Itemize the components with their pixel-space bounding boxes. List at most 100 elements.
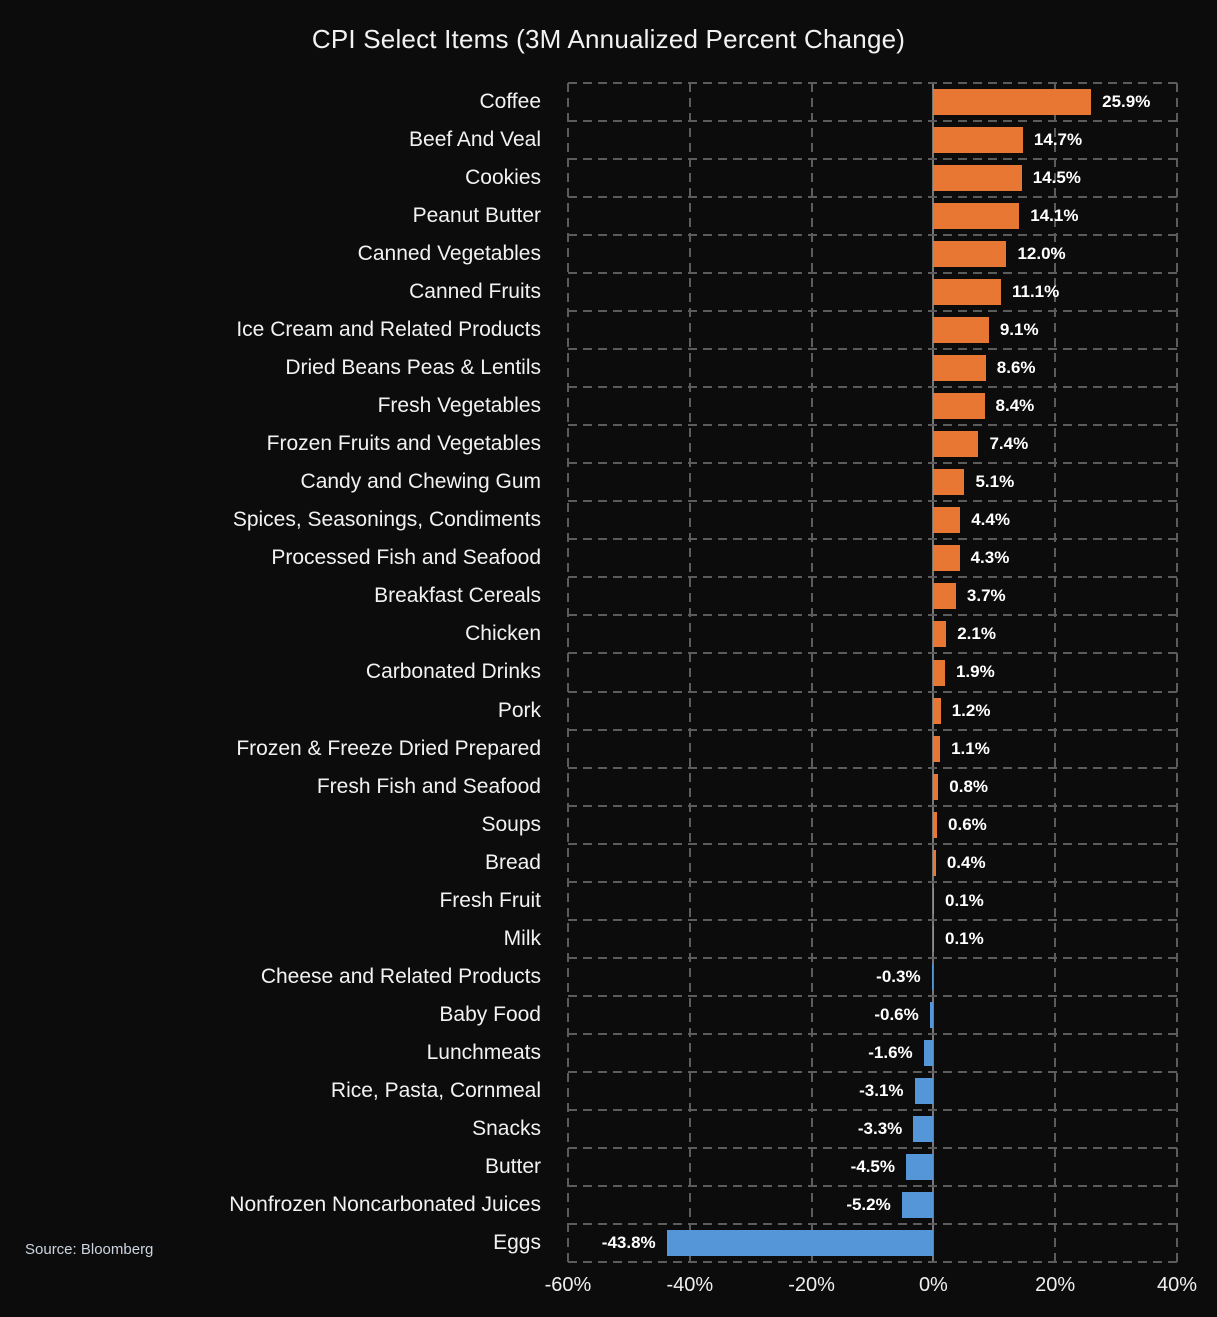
bar-canned-fruits [933, 279, 1001, 306]
horizontal-gridline [568, 766, 1177, 769]
bar-ice-cream-and-related-products [933, 317, 989, 344]
category-label: Fresh Vegetables [377, 394, 541, 418]
bar-milk [933, 925, 934, 952]
bar-frozen-freeze-dried-prepared [933, 735, 941, 762]
source-note: Source: Bloomberg [25, 1241, 154, 1258]
bar-cheese-and-related-products [931, 963, 934, 990]
category-label: Bread [484, 850, 541, 874]
x-axis-tick-label: 20% [1035, 1274, 1076, 1296]
bar-peanut-butter [933, 203, 1020, 230]
horizontal-gridline [568, 272, 1177, 275]
bar-fresh-fruit [933, 887, 934, 914]
horizontal-gridline [568, 1032, 1177, 1035]
value-label: -0.6% [874, 1004, 919, 1024]
horizontal-gridline [568, 120, 1177, 123]
category-label: Breakfast Cereals [374, 584, 541, 608]
value-label: 0.1% [945, 928, 984, 948]
value-label: 0.6% [948, 814, 987, 834]
horizontal-gridline [568, 842, 1177, 845]
category-label: Snacks [472, 1116, 541, 1140]
bar-fresh-fish-and-seafood [933, 773, 939, 800]
horizontal-gridline [568, 1070, 1177, 1073]
bar-butter [905, 1153, 934, 1180]
value-label: 14.5% [1032, 168, 1081, 188]
plot-area: 25.9% 14.7% 14.5% 14.1% 12.0% 11.1% 9.1% 8.6% 8.… [567, 82, 1178, 1263]
value-label: -5.2% [846, 1194, 891, 1214]
category-label: Coffee [479, 90, 542, 114]
bar-rice-pasta-cornmeal [914, 1077, 934, 1104]
value-label: 9.1% [999, 320, 1039, 340]
horizontal-gridline [568, 880, 1177, 883]
value-label: -43.8% [601, 1232, 656, 1252]
value-label: -0.3% [876, 966, 921, 986]
chart-title: CPI Select Items (3M Annualized Percent … [311, 24, 906, 54]
category-label: Peanut Butter [412, 204, 541, 228]
horizontal-gridline [568, 538, 1177, 541]
value-label: 14.7% [1033, 130, 1083, 150]
bar-canned-vegetables [933, 241, 1007, 268]
bar-beef-and-veal [933, 127, 1023, 154]
x-axis-tick-label: -40% [666, 1274, 714, 1296]
horizontal-gridline [568, 1222, 1177, 1225]
bar-lunchmeats [923, 1039, 934, 1066]
category-label: Nonfrozen Noncarbonated Juices [229, 1192, 541, 1216]
horizontal-gridline [568, 1146, 1177, 1149]
value-label: -3.1% [859, 1080, 904, 1100]
bar-carbonated-drinks [933, 659, 945, 686]
x-axis-tick-label: -20% [788, 1274, 835, 1296]
x-axis-tick-label: -60% [544, 1274, 592, 1296]
value-label: 2.1% [957, 624, 996, 644]
category-label: Carbonated Drinks [365, 660, 541, 684]
category-label: Fresh Fish and Seafood [316, 774, 541, 798]
bar-eggs [666, 1229, 934, 1256]
value-label: 4.3% [970, 548, 1010, 568]
bar-pork [933, 697, 941, 724]
horizontal-gridline [568, 348, 1177, 351]
bar-nonfrozen-noncarbonated-juices [901, 1191, 934, 1218]
horizontal-gridline [568, 1184, 1177, 1187]
horizontal-gridline [568, 804, 1177, 807]
category-label: Pork [497, 698, 541, 722]
vertical-gridline [688, 83, 691, 1262]
value-label: 1.9% [955, 662, 995, 682]
bar-chicken [933, 621, 947, 648]
bar-snacks [913, 1115, 934, 1142]
horizontal-gridline [568, 158, 1177, 161]
category-label: Baby Food [439, 1002, 541, 1026]
value-label: 8.6% [996, 358, 1036, 378]
category-label: Frozen & Freeze Dried Prepared [236, 736, 541, 760]
bar-cookies [933, 165, 1022, 192]
vertical-gridline [810, 83, 813, 1262]
category-label: Butter [484, 1154, 541, 1178]
horizontal-gridline [568, 196, 1177, 199]
bar-spices-seasonings-condiments [933, 507, 961, 534]
horizontal-gridline [568, 82, 1177, 84]
category-label: Ice Cream and Related Products [236, 318, 541, 342]
value-label: 25.9% [1102, 92, 1151, 112]
bar-processed-fish-and-seafood [933, 545, 960, 572]
value-label: -1.6% [868, 1042, 913, 1062]
value-label: 1.1% [951, 738, 990, 758]
category-label: Beef And Veal [409, 128, 541, 152]
value-label: 0.8% [949, 776, 989, 796]
category-label: Dried Beans Peas & Lentils [285, 356, 541, 380]
category-label: Soups [481, 812, 541, 836]
horizontal-gridline [568, 424, 1177, 427]
category-label: Spices, Seasonings, Condiments [232, 508, 541, 532]
value-label: 4.4% [971, 510, 1010, 530]
category-label: Chicken [465, 622, 541, 646]
horizontal-gridline [568, 386, 1177, 389]
horizontal-gridline [568, 462, 1177, 465]
horizontal-gridline [568, 690, 1177, 693]
value-label: 11.1% [1011, 282, 1060, 302]
horizontal-gridline [568, 576, 1177, 579]
value-label: 14.1% [1030, 206, 1079, 226]
horizontal-gridline [568, 234, 1177, 237]
horizontal-gridline [568, 1108, 1177, 1111]
horizontal-gridline [568, 614, 1177, 617]
bar-soups [933, 811, 938, 838]
category-label: Rice, Pasta, Cornmeal [330, 1078, 541, 1102]
category-label: Frozen Fruits and Vegetables [266, 432, 541, 456]
category-label: Canned Vegetables [357, 242, 541, 266]
